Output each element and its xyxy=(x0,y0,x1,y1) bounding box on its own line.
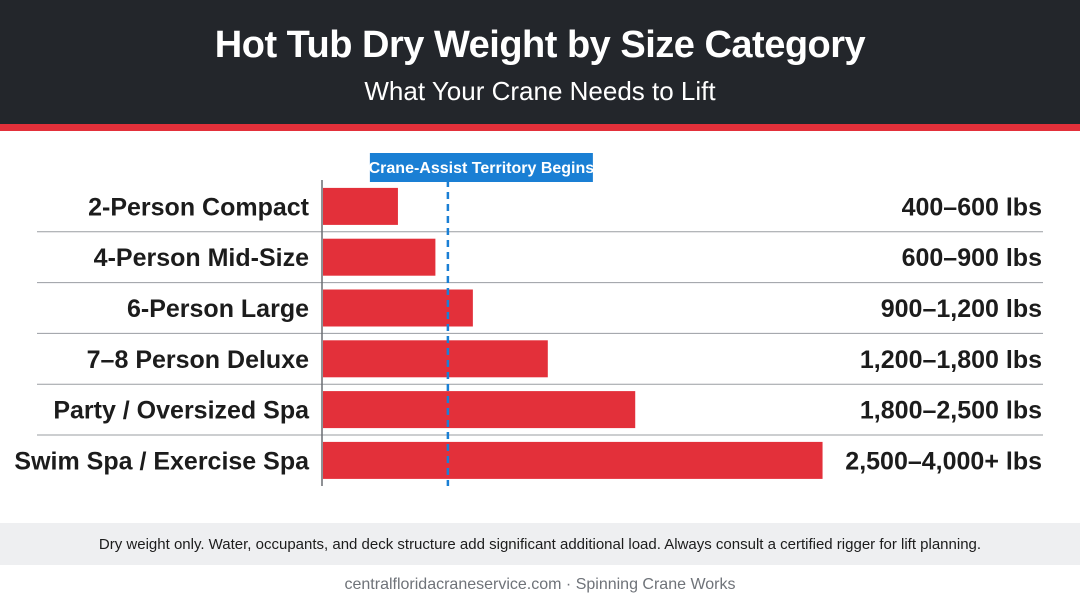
credit-text: centralfloridacraneservice.com · Spinnin… xyxy=(344,576,736,593)
value-label: 1,200–1,800 lbs xyxy=(860,346,1042,374)
footnote-band xyxy=(0,523,1080,565)
category-label: 2-Person Compact xyxy=(88,193,310,221)
bar xyxy=(323,391,636,429)
category-label: 6-Person Large xyxy=(127,295,309,323)
threshold-label: Crane-Assist Territory Begins xyxy=(369,160,595,177)
value-label: 1,800–2,500 lbs xyxy=(860,397,1042,425)
value-label: 2,500–4,000+ lbs xyxy=(845,447,1042,475)
bar xyxy=(323,340,548,378)
header-accent-stripe xyxy=(0,124,1080,131)
bar-chart: 2-Person Compact 400–600 lbs 4-Person Mid-… xyxy=(14,153,1043,486)
bar xyxy=(323,187,398,225)
chart-title: Hot Tub Dry Weight by Size Category xyxy=(214,24,866,66)
category-label: Party / Oversized Spa xyxy=(53,397,310,425)
bar xyxy=(323,441,823,479)
bar xyxy=(323,289,473,327)
footnote-text: Dry weight only. Water, occupants, and d… xyxy=(98,536,982,553)
value-label: 900–1,200 lbs xyxy=(881,295,1042,323)
category-label: 4-Person Mid-Size xyxy=(94,244,309,272)
threshold-label-box xyxy=(369,153,593,182)
bar xyxy=(323,238,436,276)
chart-subtitle: What Your Crane Needs to Lift xyxy=(364,76,716,106)
value-label: 400–600 lbs xyxy=(902,193,1042,221)
header-band xyxy=(0,0,1080,124)
value-label: 600–900 lbs xyxy=(902,244,1042,272)
category-label: Swim Spa / Exercise Spa xyxy=(14,447,310,475)
category-label: 7–8 Person Deluxe xyxy=(87,346,309,374)
